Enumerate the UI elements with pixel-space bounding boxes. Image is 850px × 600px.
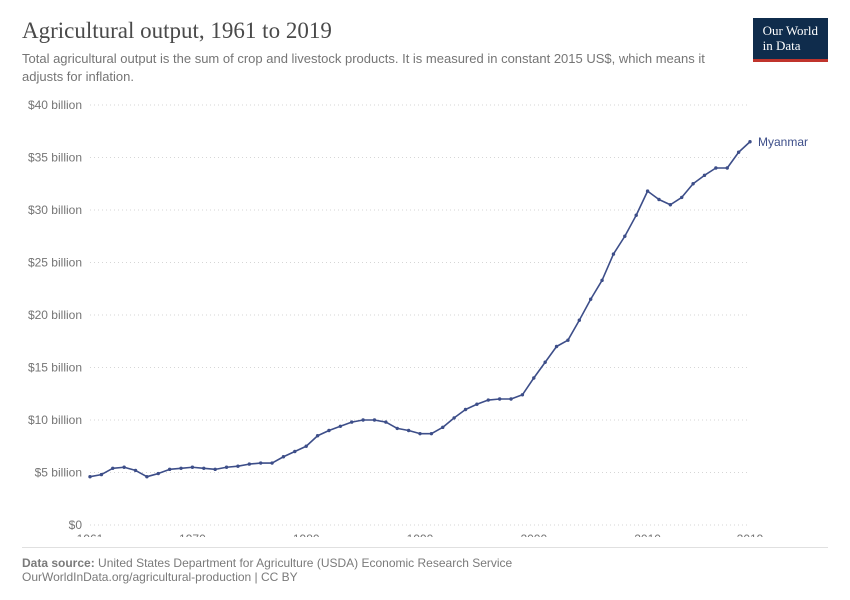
data-point: [726, 166, 729, 169]
data-point: [669, 203, 672, 206]
data-point: [703, 174, 706, 177]
data-point: [384, 420, 387, 423]
data-point: [339, 425, 342, 428]
source-text: United States Department for Agriculture…: [98, 556, 512, 570]
data-point: [555, 345, 558, 348]
attribution-text: OurWorldInData.org/agricultural-producti…: [22, 570, 298, 584]
data-point: [293, 450, 296, 453]
data-point: [191, 466, 194, 469]
data-point: [259, 461, 262, 464]
data-point: [100, 473, 103, 476]
data-point: [202, 467, 205, 470]
data-point: [361, 418, 364, 421]
data-point: [441, 426, 444, 429]
data-point: [373, 418, 376, 421]
data-point: [316, 434, 319, 437]
data-point: [646, 189, 649, 192]
data-point: [475, 403, 478, 406]
data-point: [680, 196, 683, 199]
data-point: [589, 298, 592, 301]
chart-footer: Data source: United States Department fo…: [22, 547, 828, 584]
data-point: [464, 408, 467, 411]
data-point: [578, 319, 581, 322]
data-point: [532, 376, 535, 379]
data-point: [122, 466, 125, 469]
data-point: [737, 151, 740, 154]
x-tick-label: 2010: [634, 532, 661, 537]
chart-subtitle: Total agricultural output is the sum of …: [22, 50, 741, 85]
x-tick-label: 1990: [407, 532, 434, 537]
data-point: [88, 475, 91, 478]
data-point: [452, 416, 455, 419]
owid-logo: Our World in Data: [753, 18, 828, 62]
data-point: [396, 427, 399, 430]
x-tick-label: 1961: [77, 532, 104, 537]
x-tick-label: 2000: [520, 532, 547, 537]
data-point: [657, 198, 660, 201]
line-chart-svg: $0 $5 billion $10 billion $15 billion $20 bi…: [22, 97, 828, 537]
data-point: [418, 432, 421, 435]
x-tick-label: 1980: [293, 532, 320, 537]
y-tick-label: $40 billion: [28, 98, 82, 112]
y-tick-label: $5 billion: [35, 466, 82, 480]
y-tick-label: $10 billion: [28, 413, 82, 427]
data-point: [236, 465, 239, 468]
title-block: Agricultural output, 1961 to 2019 Total …: [22, 18, 753, 85]
y-tick-label: $0: [69, 518, 83, 532]
data-point: [305, 445, 308, 448]
data-point: [600, 279, 603, 282]
data-point: [145, 475, 148, 478]
data-point: [509, 397, 512, 400]
chart-title: Agricultural output, 1961 to 2019: [22, 18, 741, 44]
y-tick-label: $20 billion: [28, 308, 82, 322]
series-label: Myanmar: [758, 135, 808, 149]
y-tick-label: $25 billion: [28, 256, 82, 270]
data-point: [270, 461, 273, 464]
x-tick-label: 1970: [179, 532, 206, 537]
logo-line1: Our World: [763, 23, 818, 38]
data-point: [543, 361, 546, 364]
data-point: [714, 166, 717, 169]
data-point: [168, 468, 171, 471]
data-point: [487, 398, 490, 401]
data-point: [691, 182, 694, 185]
data-point: [612, 252, 615, 255]
source-label: Data source:: [22, 556, 95, 570]
x-tick-label: 2019: [737, 532, 764, 537]
y-tick-label: $30 billion: [28, 203, 82, 217]
data-point: [111, 467, 114, 470]
series-line: [90, 142, 750, 477]
data-point: [521, 393, 524, 396]
data-point: [134, 469, 137, 472]
data-point: [350, 420, 353, 423]
data-point: [635, 214, 638, 217]
data-point: [282, 455, 285, 458]
data-point: [748, 140, 751, 143]
data-point: [566, 339, 569, 342]
logo-line2: in Data: [763, 38, 801, 53]
data-point: [157, 472, 160, 475]
chart-plot-area: $0 $5 billion $10 billion $15 billion $20 bi…: [22, 97, 828, 537]
data-point: [623, 235, 626, 238]
data-point: [327, 429, 330, 432]
data-point: [225, 466, 228, 469]
data-point: [430, 432, 433, 435]
data-point: [248, 462, 251, 465]
data-point: [498, 397, 501, 400]
data-point: [213, 468, 216, 471]
header: Agricultural output, 1961 to 2019 Total …: [22, 18, 828, 85]
data-point: [407, 429, 410, 432]
y-tick-label: $35 billion: [28, 151, 82, 165]
y-tick-label: $15 billion: [28, 361, 82, 375]
data-point: [179, 467, 182, 470]
chart-container: Agricultural output, 1961 to 2019 Total …: [0, 0, 850, 600]
